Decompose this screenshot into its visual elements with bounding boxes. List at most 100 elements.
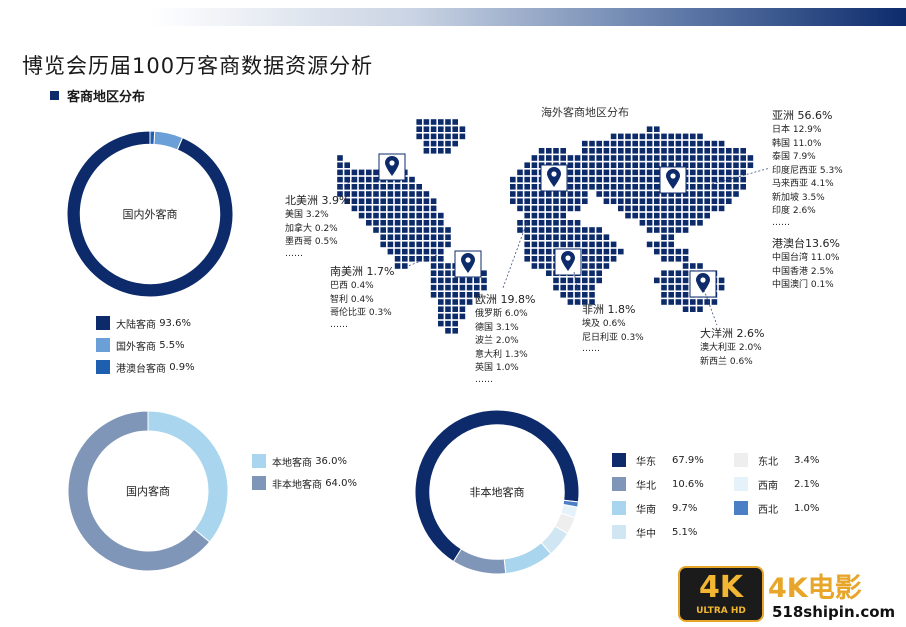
map-land-dot [445, 234, 451, 240]
map-land-dots [337, 119, 754, 334]
map-land-dot [632, 162, 638, 168]
map-land-dot [394, 212, 401, 219]
map-land-dot [358, 169, 365, 176]
map-land-dot [675, 133, 682, 140]
map-land-dot [430, 263, 437, 269]
region-europe: 欧洲 19.8% 俄罗斯 6.0% 德国 3.1% 波兰 2.0% 意大利 1.… [475, 292, 535, 385]
map-land-dot [430, 284, 437, 291]
map-land-dot [351, 205, 358, 212]
map-land-dot [682, 212, 689, 219]
map-land-dot [603, 184, 610, 190]
region-value: 2.6% [736, 327, 765, 340]
map-land-dot [524, 256, 530, 262]
map-land-dot [402, 184, 408, 190]
legend-swatch [612, 501, 626, 515]
legend-swatch [252, 476, 266, 490]
map-land-dot [466, 277, 473, 284]
map-land-dot [582, 155, 588, 161]
legend-label: 华东 [636, 456, 656, 468]
map-land-dot [337, 184, 343, 190]
map-land-dot [373, 191, 379, 197]
map-land-dot [690, 155, 696, 161]
map-land-dot [690, 162, 696, 168]
map-land-dot [618, 169, 624, 176]
map-land-dot [603, 234, 610, 240]
region-value: 56.6% [797, 109, 833, 122]
map-land-dot [625, 191, 631, 197]
map-land-dot [546, 241, 552, 248]
map-land-dot [747, 162, 754, 168]
map-land-dot [351, 191, 358, 197]
map-land-dot [726, 191, 732, 197]
region-more: …… [582, 344, 600, 354]
legend-label: 华北 [636, 480, 656, 492]
legend-swatch [612, 453, 626, 467]
region-asia: 亚洲 56.6% 日本 12.9% 韩国 11.0% 泰国 7.9% 印度尼西亚… [772, 108, 843, 228]
map-land-dot [668, 133, 674, 140]
map-land-dot [524, 248, 530, 255]
map-land-dot [704, 155, 710, 161]
map-land-dot [438, 299, 444, 305]
map-land-dot [423, 191, 430, 197]
map-land-dot [560, 234, 566, 240]
map-land-dot [531, 176, 538, 183]
map-land-dot [574, 220, 581, 226]
legend-item: 本地客商 36.0% [252, 450, 357, 472]
map-land-dot [538, 148, 545, 154]
map-land-dot [603, 148, 610, 154]
legend-swatch [96, 316, 110, 330]
map-land-dot [567, 227, 574, 233]
map-land-dot [661, 277, 667, 284]
map-land-dot [337, 162, 343, 168]
location-pin-icon [378, 153, 406, 181]
map-land-dot [682, 248, 689, 255]
legend-swatch [96, 360, 110, 374]
region-item: 波兰 2.0% [475, 336, 519, 346]
legend-label: 东北 [758, 456, 778, 468]
map-land-dot [373, 220, 379, 226]
map-land-dot [430, 212, 437, 219]
map-land-dot [697, 198, 703, 204]
region-item: 马来西亚 4.1% [772, 179, 834, 189]
map-land-dot [625, 162, 631, 168]
legend-swatch [734, 477, 748, 491]
region-value: 19.8% [500, 293, 536, 306]
map-land-dot [668, 248, 674, 255]
map-land-dot [531, 162, 538, 168]
map-land-dot [567, 220, 574, 226]
map-land-dot [603, 140, 610, 147]
map-land-dot [690, 140, 696, 147]
map-land-dot [574, 155, 581, 161]
map-land-dot [582, 169, 588, 176]
map-land-dot [409, 184, 415, 190]
map-land-dot [445, 306, 451, 312]
legend-item: 大陆客商 93.6% [96, 312, 195, 334]
map-land-dot [718, 191, 725, 197]
map-land-dot [344, 169, 350, 176]
map-land-dot [409, 176, 415, 183]
donut-center-label: 非本地客商 [469, 486, 525, 499]
map-land-dot [675, 227, 682, 233]
map-land-dot [639, 184, 646, 190]
map-land-dot [438, 126, 444, 132]
leader-line-africa [573, 271, 581, 303]
map-land-dot [711, 299, 718, 305]
map-land-dot [430, 256, 437, 262]
map-land-dot [733, 176, 739, 183]
map-land-dot [596, 162, 602, 168]
map-land-dot [517, 198, 523, 204]
map-land-dot [661, 227, 667, 233]
map-land-dot [524, 234, 530, 240]
map-land-dot [567, 191, 574, 197]
map-land-dot [740, 148, 746, 154]
map-land-dot [538, 155, 545, 161]
map-land-dot [567, 292, 574, 298]
map-land-dot [438, 220, 444, 226]
section-heading: 客商地区分布 [50, 86, 145, 105]
map-land-dot [574, 241, 581, 248]
map-land-dot [625, 176, 631, 183]
map-land-dot [682, 292, 689, 298]
map-land-dot [582, 198, 588, 204]
region-more: …… [285, 248, 303, 259]
